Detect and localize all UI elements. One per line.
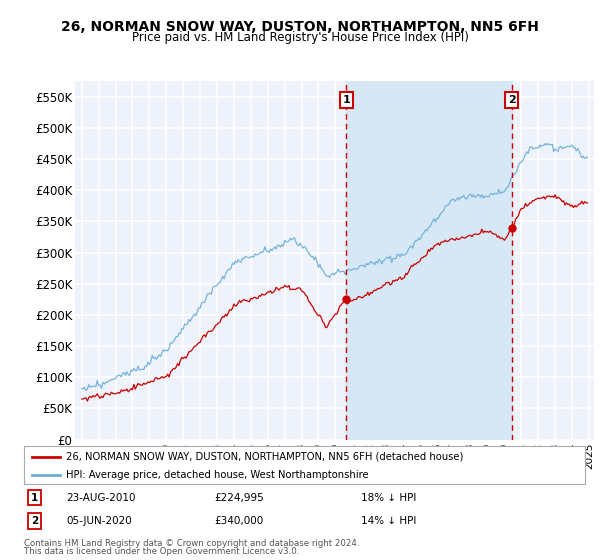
Text: 2: 2	[31, 516, 38, 526]
Text: 2: 2	[508, 95, 515, 105]
Text: £340,000: £340,000	[215, 516, 264, 526]
Text: 1: 1	[342, 95, 350, 105]
Text: HPI: Average price, detached house, West Northamptonshire: HPI: Average price, detached house, West…	[66, 470, 368, 480]
Text: 18% ↓ HPI: 18% ↓ HPI	[361, 492, 416, 502]
Bar	[346, 81, 512, 440]
Text: 26, NORMAN SNOW WAY, DUSTON, NORTHAMPTON, NN5 6FH (detached house): 26, NORMAN SNOW WAY, DUSTON, NORTHAMPTON…	[66, 452, 463, 462]
Text: 23-AUG-2010: 23-AUG-2010	[66, 492, 136, 502]
Text: 26, NORMAN SNOW WAY, DUSTON, NORTHAMPTON, NN5 6FH: 26, NORMAN SNOW WAY, DUSTON, NORTHAMPTON…	[61, 20, 539, 34]
Text: 14% ↓ HPI: 14% ↓ HPI	[361, 516, 416, 526]
Text: £224,995: £224,995	[215, 492, 265, 502]
Text: 05-JUN-2020: 05-JUN-2020	[66, 516, 132, 526]
Text: Price paid vs. HM Land Registry's House Price Index (HPI): Price paid vs. HM Land Registry's House …	[131, 31, 469, 44]
Text: Contains HM Land Registry data © Crown copyright and database right 2024.: Contains HM Land Registry data © Crown c…	[24, 539, 359, 548]
Text: 1: 1	[31, 492, 38, 502]
Text: This data is licensed under the Open Government Licence v3.0.: This data is licensed under the Open Gov…	[24, 548, 299, 557]
